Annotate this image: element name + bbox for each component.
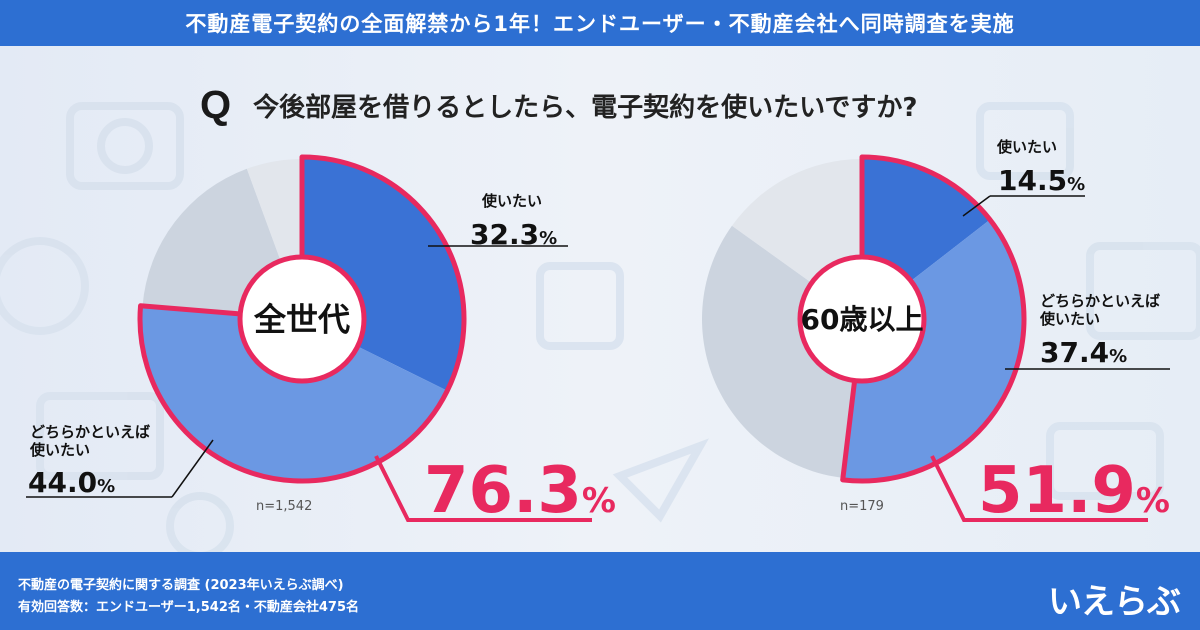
chart2-sample-size: n=179 (840, 499, 884, 514)
chart1-slice-1-value-unit: % (539, 228, 557, 249)
chart2-center-hole (797, 254, 927, 384)
footer-respondents: 有効回答数：エンドユーザー1,542名・不動産会社475名 (18, 600, 359, 615)
chart2-total-number: 51.9 (978, 454, 1136, 528)
chart2-center-label: 60歳以上 (801, 303, 924, 336)
chart2-total-unit: % (1136, 481, 1170, 521)
chart1-slice-1-label: 使いたい (481, 192, 542, 210)
card-icon (1046, 422, 1164, 500)
footer-survey-title: 不動産の電子契約に関する調査 (2023年いえらぶ調べ) (18, 578, 344, 593)
question-mark: Q (200, 82, 232, 127)
chart2-slice-1-label: 使いたい (996, 138, 1057, 156)
camera-icon (66, 102, 184, 190)
chart1-slice-2-label-line: どちらかといえば (30, 423, 150, 441)
chart2-slice-3 (701, 225, 862, 478)
chart1-total-value: 76.3% (424, 454, 616, 528)
camera-lens-icon (97, 118, 153, 174)
chart1-slice-2-label: どちらかといえば使いたい (29, 423, 150, 459)
browser-icon (1086, 242, 1200, 340)
chart1-slice-2-label-line: 使いたい (29, 441, 90, 459)
document-icon (36, 392, 164, 480)
chart2-slice-2-value-unit: % (1109, 346, 1127, 367)
brand-logo: いえらぶ (1048, 582, 1181, 622)
chart1-total-number: 76.3 (424, 454, 582, 528)
chart1-total-unit: % (582, 481, 616, 521)
chart2-slice-1-value-unit: % (1067, 174, 1085, 195)
chart1-center-label: 全世代 (253, 301, 350, 339)
chart1-highlight-outline (137, 154, 467, 484)
chart2-slice-2-label-line: 使いたい (1039, 310, 1100, 328)
chart2-slice-2-value-number: 37.4 (1040, 336, 1109, 369)
background-decoration (0, 102, 1200, 552)
send-icon (612, 438, 709, 523)
chart2-slice-2 (842, 220, 1022, 479)
header-title: 不動産電子契約の全面解禁から1年！エンドユーザー・不動産会社へ同時調査を実施 (0, 0, 1200, 46)
chart1-total-bracket (374, 455, 592, 522)
chart1-slice-2-value: 44.0% (28, 466, 115, 499)
chart2-slice-2-value: 37.4% (1040, 336, 1127, 369)
chart1-slice-2-leader (171, 439, 214, 498)
chart1-slice-2 (142, 305, 446, 479)
chart1-sample-size: n=1,542 (256, 499, 312, 514)
chart1-slice-2-value-number: 44.0 (28, 466, 97, 499)
globe-icon (0, 237, 89, 335)
calendar-icon (536, 262, 624, 350)
chart2-highlight-outline (840, 154, 1027, 484)
chart1-slice-1-label-line: 使いたい (481, 192, 542, 210)
question-heading: Q 今後部屋を借りるとしたら、電子契約を使いたいですか? (200, 82, 1000, 128)
chart2-slice-1-leader (962, 195, 991, 217)
chart2-slice-1-value-number: 14.5 (998, 164, 1067, 197)
chart1-slice-2-value-unit: % (97, 476, 115, 497)
chart2-total-value: 51.9% (978, 454, 1170, 528)
chart2-slice-2-label: どちらかといえば使いたい (1039, 292, 1160, 328)
question-text: 今後部屋を借りるとしたら、電子契約を使いたいですか? (253, 92, 918, 123)
chart1-center-hole (237, 254, 367, 384)
chart2-total-bracket (930, 455, 1148, 522)
chart2-slice-1-label-line: 使いたい (996, 138, 1057, 156)
chart2-slice-1-value: 14.5% (998, 164, 1085, 197)
note-icon (976, 102, 1074, 180)
search-icon (166, 492, 234, 552)
footer: 不動産の電子契約に関する調査 (2023年いえらぶ調べ) 有効回答数：エンドユー… (0, 552, 1200, 630)
chart2-slice-2-label-line: どちらかといえば (1040, 292, 1160, 310)
